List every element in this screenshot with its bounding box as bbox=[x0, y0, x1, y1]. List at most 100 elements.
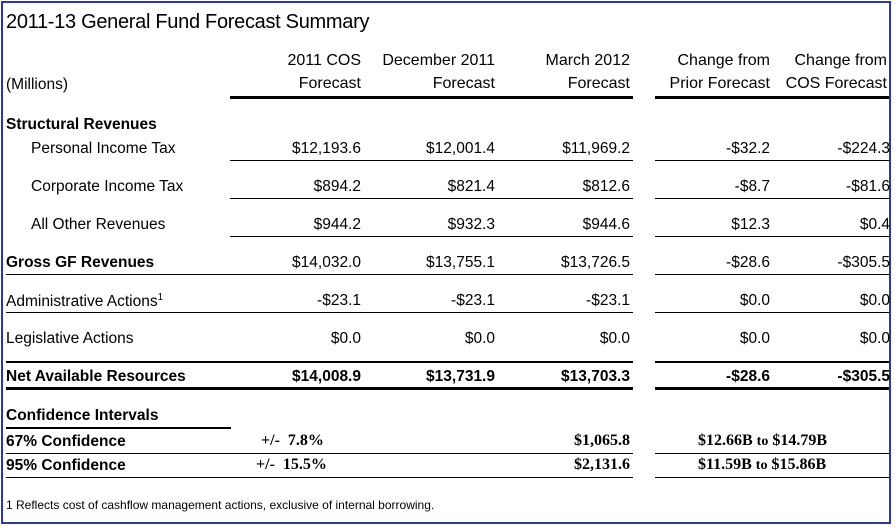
col-header-line1: 2011 COS bbox=[287, 52, 361, 69]
col-header-line1: Change from bbox=[677, 52, 771, 69]
cell-value: $12.3 bbox=[731, 216, 770, 233]
row-label: Personal Income Tax bbox=[31, 140, 176, 157]
row-rule bbox=[6, 453, 633, 454]
cell-value: $812.6 bbox=[582, 178, 630, 195]
row-label: Gross GF Revenues bbox=[6, 254, 155, 271]
cell-value: -$8.7 bbox=[734, 178, 770, 195]
range-low: $11.59B bbox=[698, 456, 752, 473]
confidence-range: $11.59B to $15.86B bbox=[698, 456, 826, 474]
col-header-line2: Prior Forecast bbox=[669, 75, 770, 92]
col-header-line1: Change from bbox=[794, 52, 888, 69]
cell-value: -$305.5 bbox=[837, 254, 890, 271]
cell-value: $0.0 bbox=[859, 330, 890, 347]
row-label: All Other Revenues bbox=[31, 216, 166, 233]
cell-value: $13,726.5 bbox=[561, 254, 630, 271]
confidence-label: 67% Confidence bbox=[6, 433, 126, 450]
cell-value: $0.0 bbox=[464, 330, 495, 347]
row-label: Administrative Actions1 bbox=[6, 292, 163, 311]
cell-value: $0.0 bbox=[739, 330, 770, 347]
cell-value: -$28.6 bbox=[726, 254, 770, 271]
header-rule-left bbox=[230, 96, 633, 99]
row-rule bbox=[230, 198, 633, 199]
row-rule bbox=[655, 453, 889, 454]
cell-value: $821.4 bbox=[447, 178, 495, 195]
units-label: (Millions) bbox=[6, 76, 68, 93]
col-header-line1: March 2012 bbox=[545, 52, 631, 69]
row-rule bbox=[230, 236, 633, 237]
row-rule bbox=[655, 477, 889, 478]
cell-value: -$23.1 bbox=[451, 292, 495, 309]
confidence-amount: $2,131.6 bbox=[574, 456, 630, 473]
row-rule bbox=[655, 312, 889, 313]
total-rule-top bbox=[655, 361, 889, 363]
col-header-line1: December 2011 bbox=[382, 52, 495, 69]
total-rule-bottom bbox=[6, 387, 633, 390]
cell-value: -$23.1 bbox=[586, 292, 630, 309]
cell-value: $944.6 bbox=[582, 216, 630, 233]
col-header-change-cos: Change from COS Forecast bbox=[786, 49, 887, 95]
cell-value: $0.0 bbox=[859, 292, 890, 309]
cell-value: $12,193.6 bbox=[292, 140, 361, 157]
cell-value: -$224.3 bbox=[837, 140, 890, 157]
row-label: Legislative Actions bbox=[6, 330, 134, 347]
total-rule-bottom bbox=[655, 387, 889, 390]
row-rule bbox=[655, 160, 889, 161]
row-rule bbox=[6, 477, 633, 478]
cell-value: $932.3 bbox=[447, 216, 495, 233]
col-header-line2: COS Forecast bbox=[785, 75, 887, 92]
col-header-change-prior: Change from Prior Forecast bbox=[670, 49, 770, 95]
confidence-pct: +/- 15.5% bbox=[256, 456, 327, 473]
confidence-heading-rule bbox=[6, 427, 231, 429]
cell-value: $12,001.4 bbox=[426, 140, 495, 157]
col-header-dec-2011: December 2011 Forecast bbox=[382, 49, 495, 95]
row-rule bbox=[6, 274, 633, 275]
range-to: to bbox=[756, 434, 769, 449]
range-to: to bbox=[755, 458, 768, 473]
cell-value: -$81.6 bbox=[846, 178, 890, 195]
row-rule bbox=[655, 198, 889, 199]
confidence-range: $12.66B to $14.79B bbox=[698, 432, 827, 450]
confidence-amount: $1,065.8 bbox=[574, 432, 630, 449]
cell-value: $13,755.1 bbox=[426, 254, 495, 271]
row-rule bbox=[6, 312, 633, 313]
cell-value: -$23.1 bbox=[317, 292, 361, 309]
confidence-label: 95% Confidence bbox=[6, 457, 126, 474]
row-rule bbox=[655, 274, 889, 275]
cell-value: $13,731.9 bbox=[426, 368, 495, 385]
row-rule bbox=[230, 160, 633, 161]
cell-value: -$305.5 bbox=[837, 368, 890, 385]
row-rule bbox=[655, 236, 889, 237]
total-rule-top bbox=[6, 361, 633, 363]
section-heading-confidence: Confidence Intervals bbox=[6, 407, 159, 424]
col-header-2011-cos: 2011 COS Forecast bbox=[287, 49, 361, 95]
col-header-line2: Forecast bbox=[432, 75, 495, 92]
cell-value: $0.0 bbox=[739, 292, 770, 309]
range-high: $14.79B bbox=[772, 432, 828, 449]
cell-value: $14,008.9 bbox=[292, 368, 361, 385]
confidence-pct: +/- 7.8% bbox=[261, 432, 324, 449]
range-low: $12.66B bbox=[698, 432, 753, 449]
col-header-line2: Forecast bbox=[298, 75, 361, 92]
cell-value: $944.2 bbox=[313, 216, 361, 233]
col-header-line2: Forecast bbox=[567, 75, 630, 92]
section-heading-structural: Structural Revenues bbox=[6, 116, 157, 133]
row-label: Corporate Income Tax bbox=[31, 178, 184, 195]
cell-value: $0.0 bbox=[599, 330, 630, 347]
footnote-marker: 1 bbox=[157, 292, 164, 303]
cell-value: $11,969.2 bbox=[562, 140, 630, 157]
row-label: Net Available Resources bbox=[6, 368, 186, 385]
col-header-mar-2012: March 2012 Forecast bbox=[546, 49, 631, 95]
cell-value: -$28.6 bbox=[726, 368, 770, 385]
cell-value: $14,032.0 bbox=[292, 254, 361, 271]
range-high: $15.86B bbox=[771, 456, 827, 473]
row-label-text: Administrative Actions bbox=[6, 293, 158, 311]
cell-value: $0.0 bbox=[330, 330, 361, 347]
header-rule-right bbox=[655, 96, 889, 99]
cell-value: -$32.2 bbox=[726, 140, 770, 157]
page-title: 2011-13 General Fund Forecast Summary bbox=[6, 11, 370, 33]
cell-value: $0.4 bbox=[859, 216, 890, 233]
footnote: 1 Reflects cost of cashflow management a… bbox=[6, 498, 435, 512]
cell-value: $13,703.3 bbox=[561, 368, 630, 385]
cell-value: $894.2 bbox=[313, 178, 361, 195]
